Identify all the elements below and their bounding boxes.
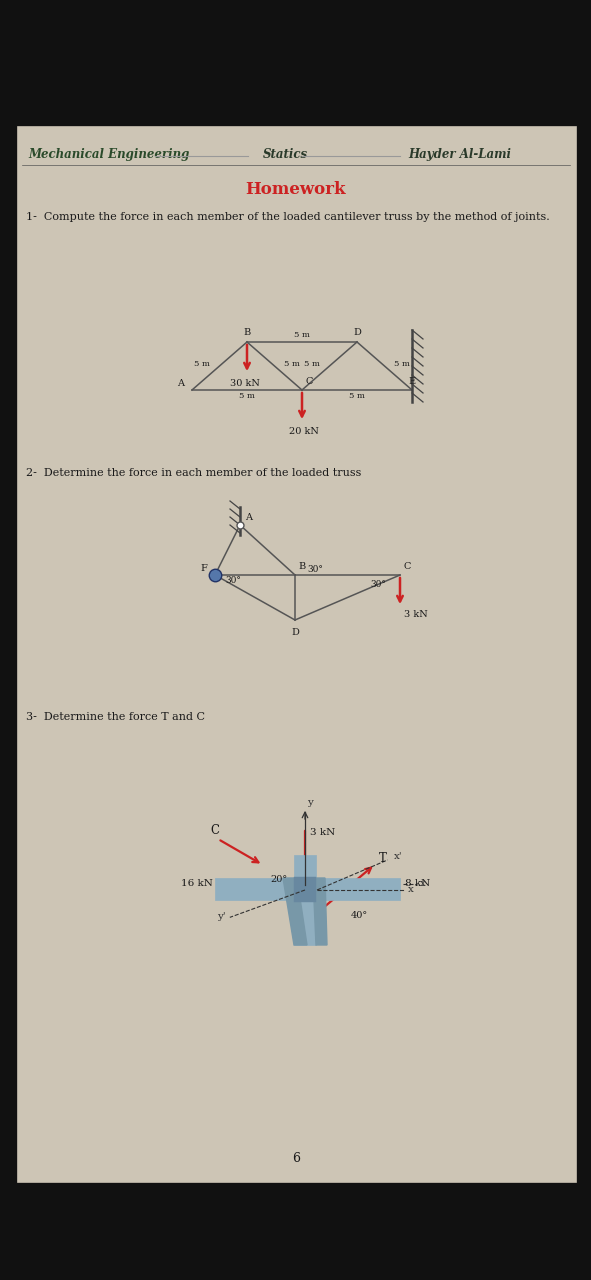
Text: 30°: 30° [225, 576, 241, 585]
Text: 30°: 30° [307, 564, 323, 573]
Text: 20°: 20° [270, 876, 287, 884]
Text: C: C [305, 378, 313, 387]
Text: x': x' [394, 851, 402, 860]
Text: 20 kN: 20 kN [289, 428, 319, 436]
Text: 1-  Compute the force in each member of the loaded cantilever truss by the metho: 1- Compute the force in each member of t… [26, 212, 550, 221]
Text: 40°: 40° [351, 911, 368, 920]
Text: 2-  Determine the force in each member of the loaded truss: 2- Determine the force in each member of… [26, 468, 361, 477]
Text: 30°: 30° [370, 580, 386, 589]
Text: D: D [353, 328, 361, 337]
Text: 5 m: 5 m [194, 360, 209, 369]
Text: 16 kN: 16 kN [181, 879, 213, 888]
Text: T: T [379, 852, 387, 865]
Text: x: x [420, 879, 426, 888]
Text: D: D [291, 628, 299, 637]
Text: 8 kN: 8 kN [405, 879, 430, 888]
Text: B: B [243, 328, 251, 337]
Text: y': y' [217, 911, 226, 920]
Text: x: x [408, 886, 414, 895]
Text: Statics: Statics [263, 148, 308, 161]
Bar [294, 855, 316, 945]
Text: B: B [298, 562, 305, 571]
Text: A: A [245, 513, 252, 522]
Bar [0, 1185, 591, 1280]
Text: 5 m: 5 m [395, 360, 410, 369]
Text: 3-  Determine the force T and C: 3- Determine the force T and C [26, 712, 205, 722]
Text: 6: 6 [292, 1152, 300, 1165]
Text: C: C [403, 562, 410, 571]
Text: Hayder Al-Lami: Hayder Al-Lami [408, 148, 511, 161]
Text: Mechanical Engineering: Mechanical Engineering [28, 148, 189, 161]
Text: 3 kN: 3 kN [310, 828, 335, 837]
Text: 30 kN: 30 kN [230, 379, 260, 388]
Polygon shape [283, 878, 307, 945]
Text: F: F [200, 564, 207, 573]
Text: Homework: Homework [246, 182, 346, 198]
Text: 3 kN: 3 kN [404, 611, 428, 620]
Bar [215, 878, 400, 900]
Bar [0, 0, 591, 122]
Polygon shape [313, 878, 327, 945]
Text: y: y [307, 797, 313, 806]
Text: C: C [210, 824, 219, 837]
Bar [18, 127, 576, 1181]
Text: A: A [177, 379, 184, 388]
Text: 5 m: 5 m [239, 392, 255, 399]
Text: 5 m: 5 m [304, 360, 320, 369]
Text: E: E [408, 378, 415, 387]
Text: 5 m: 5 m [284, 360, 300, 369]
Text: 5 m: 5 m [294, 332, 310, 339]
Text: 5 m: 5 m [349, 392, 365, 399]
Bar [294, 877, 316, 902]
